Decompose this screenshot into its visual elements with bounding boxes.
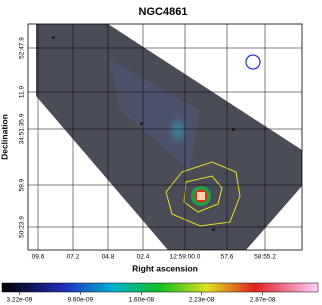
colorbar-tick-label: 1.60e-08 bbox=[129, 297, 155, 304]
chart-title: NGC4861 bbox=[139, 6, 188, 18]
colorbar-tick-label: 9.60e-09 bbox=[67, 297, 93, 304]
x-tick-label: 12:59:00.0 bbox=[170, 254, 201, 261]
pixel bbox=[232, 128, 235, 131]
plot-frame bbox=[27, 23, 303, 251]
contour bbox=[165, 161, 241, 227]
beam-marker bbox=[245, 54, 261, 70]
pixel bbox=[52, 36, 55, 39]
emission-blob bbox=[168, 116, 188, 144]
x-tick-label: 09.6 bbox=[32, 254, 45, 261]
y-tick-label: 34:51:35.9 bbox=[19, 113, 26, 144]
y-axis-label: Declination bbox=[0, 114, 9, 160]
y-tick-label: 52:47.9 bbox=[19, 37, 26, 59]
x-tick-label: 57.6 bbox=[221, 254, 234, 261]
y-tick-label: 11.9 bbox=[19, 86, 26, 99]
colorbar bbox=[1, 282, 319, 293]
colorbar-tick-label: 2.23e-08 bbox=[189, 297, 215, 304]
x-axis-label: Right ascension bbox=[132, 263, 198, 273]
colorbar-tick-label: 2.87e-08 bbox=[250, 297, 276, 304]
x-tick-label: 02.4 bbox=[137, 254, 150, 261]
image bbox=[28, 24, 302, 250]
colorbar-tick-label: 3.22e-09 bbox=[7, 297, 33, 304]
x-tick-label: 58:55.2 bbox=[254, 254, 276, 261]
pixel bbox=[212, 228, 215, 231]
source-peak bbox=[197, 192, 205, 200]
x-tick-label: 07.2 bbox=[67, 254, 80, 261]
contour bbox=[183, 175, 223, 213]
pixel bbox=[140, 122, 143, 125]
y-tick-label: 50:23.9 bbox=[19, 216, 26, 238]
y-tick-label: 59.9 bbox=[19, 178, 26, 191]
x-tick-label: 04.8 bbox=[102, 254, 115, 261]
